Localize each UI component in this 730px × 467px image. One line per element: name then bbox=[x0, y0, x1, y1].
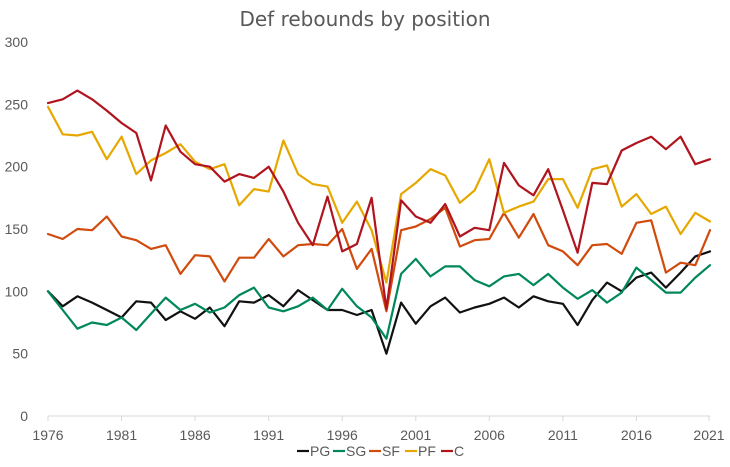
y-tick-label: 100 bbox=[5, 283, 29, 299]
y-tick-label: 50 bbox=[12, 346, 28, 362]
series-line-sg bbox=[46, 257, 712, 340]
legend-label-sg: SG bbox=[346, 443, 366, 459]
series-lines bbox=[46, 89, 712, 355]
series-line-sf bbox=[46, 206, 712, 313]
y-tick-label: 0 bbox=[20, 408, 28, 424]
x-tick-label: 1996 bbox=[327, 427, 358, 443]
legend-label-pf: PF bbox=[418, 443, 436, 459]
series-line-pg bbox=[46, 250, 712, 355]
y-tick-label: 300 bbox=[5, 34, 29, 50]
x-tick-label: 2016 bbox=[621, 427, 652, 443]
chart-title: Def rebounds by position bbox=[239, 7, 490, 31]
legend-label-sf: SF bbox=[382, 443, 400, 459]
x-tick-label: 1976 bbox=[32, 427, 63, 443]
y-tick-label: 200 bbox=[5, 159, 29, 175]
legend-label-pg: PG bbox=[310, 443, 330, 459]
y-tick-label: 150 bbox=[5, 221, 29, 237]
y-tick-label: 250 bbox=[5, 96, 29, 112]
x-tick-label: 2021 bbox=[693, 427, 724, 443]
legend-label-c: C bbox=[454, 443, 464, 459]
x-tick-label: 1981 bbox=[106, 427, 137, 443]
x-tick-label: 1986 bbox=[180, 427, 211, 443]
x-tick-label: 2006 bbox=[474, 427, 505, 443]
series-line-c bbox=[46, 89, 712, 310]
x-axis-ticks: 1976 1981 1986 1991 1996 2001 2006 2011 2016 2021 bbox=[32, 416, 725, 443]
legend: PG SG SF PF C bbox=[297, 443, 464, 459]
y-axis-ticks: 0 50 100 150 200 250 300 bbox=[5, 34, 29, 424]
x-tick-label: 2011 bbox=[548, 427, 578, 443]
x-tick-label: 2001 bbox=[400, 427, 431, 443]
x-tick-label: 1991 bbox=[253, 427, 284, 443]
